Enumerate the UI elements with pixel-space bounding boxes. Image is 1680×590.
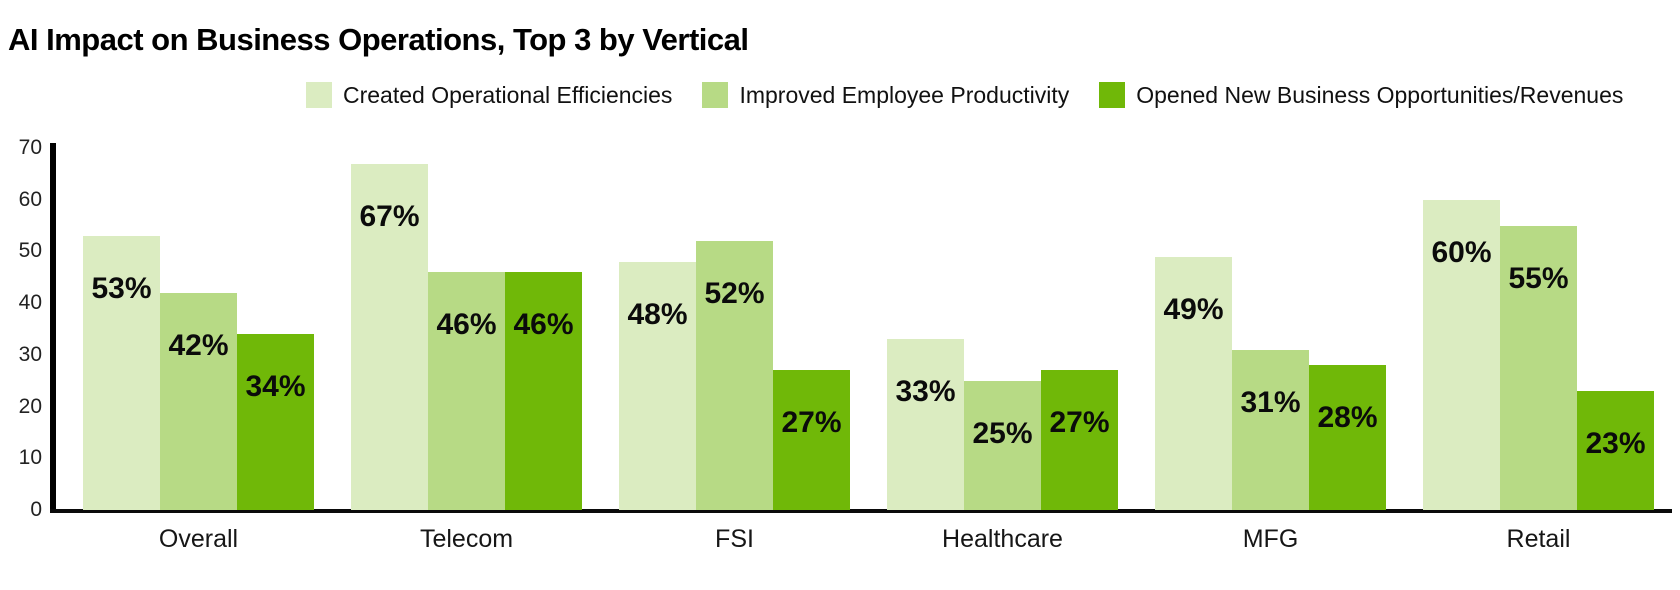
bar: 55% xyxy=(1500,226,1577,510)
bar: 25% xyxy=(964,381,1041,510)
legend-item-label: Created Operational Efficiencies xyxy=(343,81,673,108)
bar-value-label: 25% xyxy=(972,417,1033,450)
legend-swatch-icon xyxy=(1099,82,1126,108)
y-tick-label: 20 xyxy=(18,394,42,418)
bar-value-label: 27% xyxy=(781,406,842,439)
bar: 48% xyxy=(619,262,696,510)
legend-item-label: Opened New Business Opportunities/Revenu… xyxy=(1136,81,1624,108)
bar-value-label: 33% xyxy=(895,375,956,408)
y-axis-line xyxy=(50,143,56,513)
y-tick-label: 30 xyxy=(18,342,42,366)
bar: 46% xyxy=(505,272,582,510)
bar-value-label: 31% xyxy=(1240,386,1301,419)
bar: 60% xyxy=(1423,200,1500,510)
category-label: Retail xyxy=(1506,525,1571,553)
category-label: Telecom xyxy=(419,525,514,553)
bar-value-label: 53% xyxy=(91,272,152,305)
bar-value-label: 46% xyxy=(513,308,574,341)
y-tick-label: 40 xyxy=(18,291,42,315)
bar-value-label: 67% xyxy=(359,200,420,233)
bar-value-label: 27% xyxy=(1049,406,1110,439)
bar-value-label: 48% xyxy=(627,298,688,331)
bar: 46% xyxy=(428,272,505,510)
bar: 23% xyxy=(1577,391,1654,510)
bar: 42% xyxy=(160,293,237,510)
chart-legend: Created Operational Efficiencies Improved… xyxy=(306,81,1623,109)
bar-value-label: 55% xyxy=(1508,262,1569,295)
bar-value-label: 42% xyxy=(168,329,229,362)
legend-item: Created Operational Efficiencies xyxy=(306,82,672,109)
bar: 52% xyxy=(696,241,773,510)
bar: 49% xyxy=(1155,257,1232,510)
y-tick-label: 0 xyxy=(30,498,42,521)
chart-title: AI Impact on Business Operations, Top 3 … xyxy=(8,22,749,57)
bar-value-label: 46% xyxy=(436,308,497,341)
x-axis-line xyxy=(50,509,1672,513)
bar: 27% xyxy=(1041,370,1118,510)
bar-value-label: 49% xyxy=(1163,293,1224,326)
y-tick-label: 70 xyxy=(18,136,42,160)
legend-item-label: Improved Employee Productivity xyxy=(739,81,1070,108)
y-tick-label: 50 xyxy=(18,239,42,263)
bar: 53% xyxy=(83,236,160,510)
bar: 27% xyxy=(773,370,850,510)
bar-value-label: 60% xyxy=(1431,236,1492,269)
bar-value-label: 28% xyxy=(1317,401,1378,434)
bar-value-label: 52% xyxy=(704,277,765,310)
bar: 34% xyxy=(237,334,314,510)
y-tick-label: 60 xyxy=(18,187,42,211)
legend-swatch-icon xyxy=(306,82,332,108)
bar: 67% xyxy=(351,164,428,510)
category-label: MFG xyxy=(1242,525,1299,553)
category-label: Overall xyxy=(158,525,239,553)
bar-value-label: 34% xyxy=(245,370,306,403)
bar-value-label: 23% xyxy=(1585,427,1646,460)
legend-swatch-icon xyxy=(702,82,729,108)
bar: 31% xyxy=(1232,350,1309,510)
category-label: Healthcare xyxy=(942,525,1063,553)
legend-item: Opened New Business Opportunities/Revenu… xyxy=(1099,82,1623,109)
y-tick-label: 10 xyxy=(18,446,42,470)
category-label: FSI xyxy=(715,525,754,553)
legend-item: Improved Employee Productivity xyxy=(702,82,1069,109)
bar: 33% xyxy=(887,339,964,510)
bar: 28% xyxy=(1309,365,1386,510)
